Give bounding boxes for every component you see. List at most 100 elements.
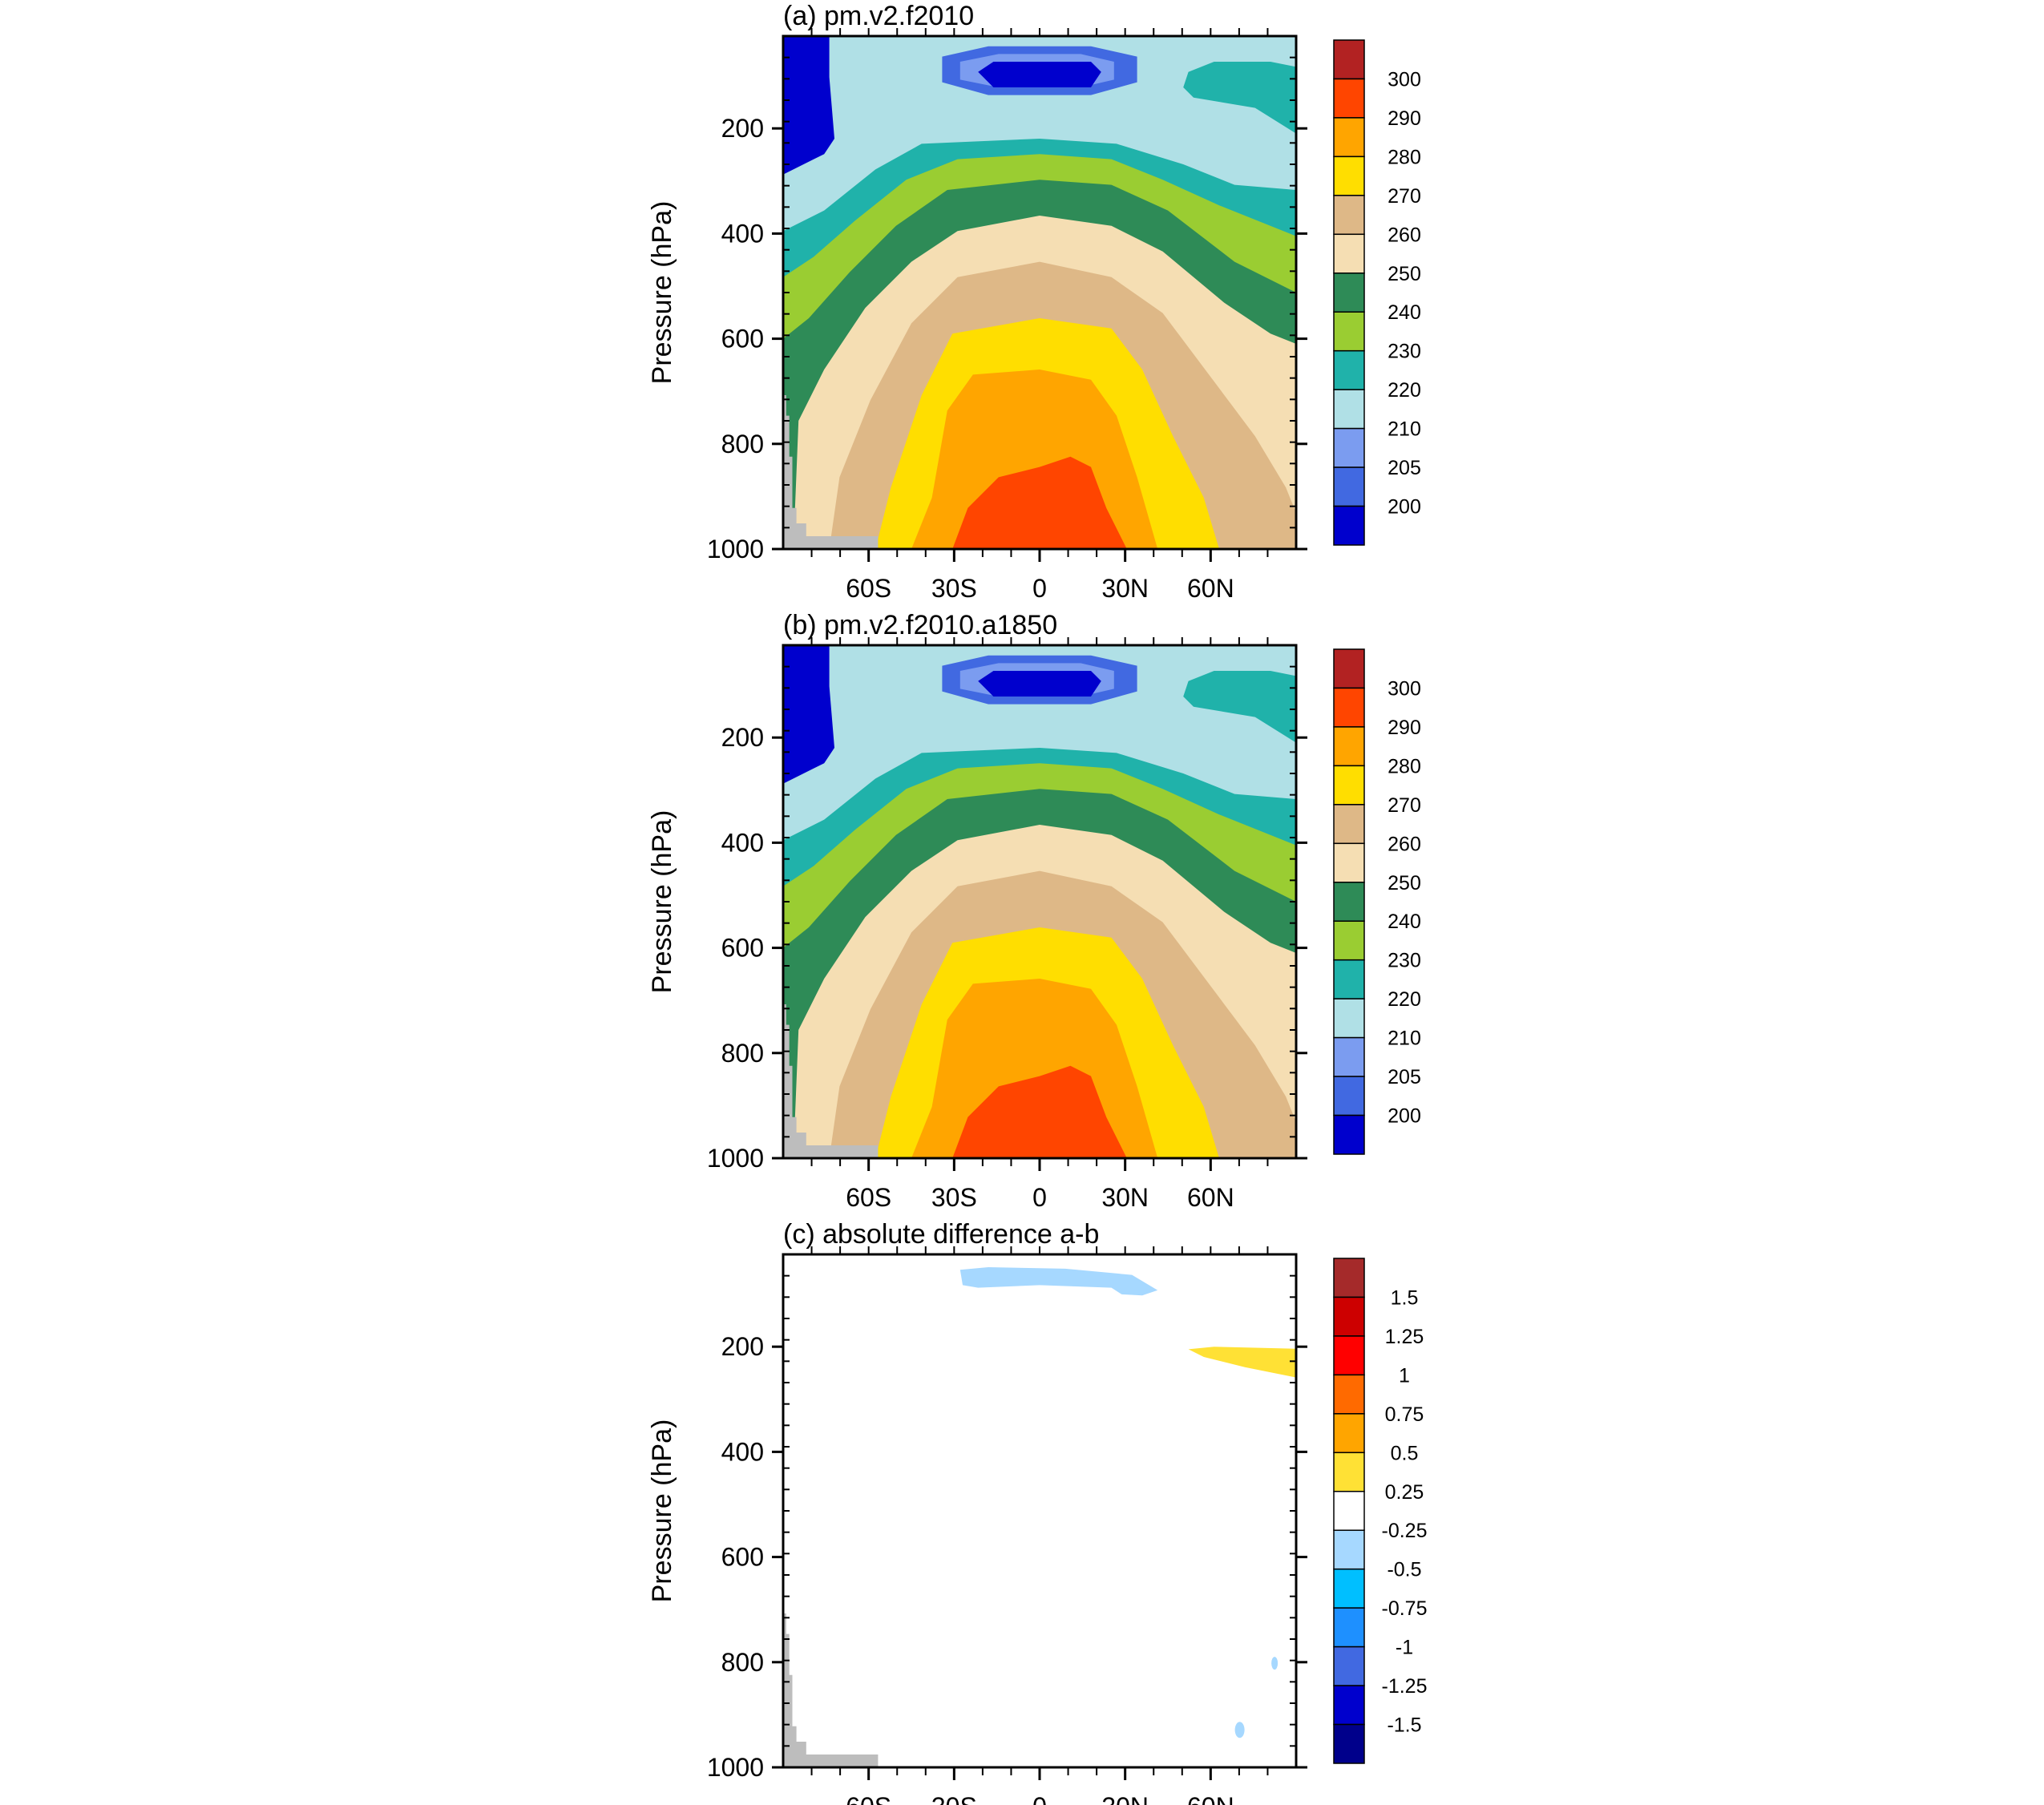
- colorbar-label: 270: [1388, 185, 1421, 208]
- panel-a: 200 400 600 800 1000 60S 30S 0 30N 60N (a) pm.v2.f…: [647, 1, 1307, 603]
- panel-title: (b) pm.v2.f2010.a1850: [783, 610, 1057, 640]
- colorbar-swatch: [1333, 1335, 1365, 1376]
- colorbar-swatch: [1333, 1607, 1365, 1648]
- colorbar-swatch: [1333, 505, 1365, 546]
- x-tick-label: 0: [1032, 574, 1047, 603]
- y-tick-label: 200: [721, 723, 764, 752]
- x-tick-label: 60N: [1187, 1792, 1234, 1805]
- colorbar-swatch: [1333, 1296, 1365, 1337]
- y-tick-label: 800: [721, 430, 764, 458]
- contour-upper-cold-pole-band: [783, 645, 834, 784]
- y-axis-label: Pressure (hPa): [647, 1419, 677, 1603]
- colorbar-swatch: [1333, 1452, 1365, 1492]
- contour-band-220-arctic: [1183, 62, 1296, 134]
- colorbar-label: 1.25: [1385, 1326, 1424, 1348]
- colorbar-label: 205: [1388, 1066, 1421, 1088]
- y-axis-label: Pressure (hPa): [647, 201, 677, 385]
- colorbar-swatch: [1333, 1258, 1365, 1298]
- colorbar-label: 0.5: [1391, 1442, 1419, 1464]
- x-tick-label: 30N: [1101, 1183, 1149, 1212]
- colorbar-label: 200: [1388, 1105, 1421, 1128]
- colorbar-label: 200: [1388, 496, 1421, 519]
- colorbar-swatch: [1333, 648, 1365, 689]
- colorbar-swatch: [1333, 1529, 1365, 1570]
- contour-band-290: [952, 1065, 1127, 1158]
- colorbar-label: 250: [1388, 263, 1421, 285]
- colorbar-label: 290: [1388, 717, 1421, 739]
- y-tick-label: 1000: [707, 1144, 764, 1173]
- y-tick-label: 600: [721, 934, 764, 963]
- x-tick-label: 60N: [1187, 1183, 1234, 1212]
- contour-negative-upper: [959, 1267, 1158, 1296]
- colorbar-label: -1.5: [1387, 1714, 1421, 1737]
- y-tick-label: 400: [721, 219, 764, 248]
- colorbar-label: 230: [1388, 950, 1421, 972]
- colorbar-label: 210: [1388, 418, 1421, 441]
- panel-title: (c) absolute difference a-b: [783, 1219, 1099, 1250]
- colorbar-swatch: [1333, 195, 1365, 236]
- y-tick-label: 200: [721, 114, 764, 143]
- x-tick-label: 30S: [931, 1183, 977, 1212]
- colorbar-swatch: [1333, 920, 1365, 961]
- x-tick-label: 30N: [1101, 574, 1149, 603]
- colorbar-label: 250: [1388, 872, 1421, 894]
- contour-band-290: [952, 456, 1127, 549]
- colorbar-swatch: [1333, 687, 1365, 728]
- colorbar-swatch: [1333, 311, 1365, 352]
- contour-upper-cold-pole-band: [783, 36, 834, 175]
- contour-negative-spot: [1234, 1722, 1245, 1738]
- colorbar-swatch: [1333, 233, 1365, 274]
- colorbar-swatch: [1333, 427, 1365, 468]
- contour-band-200-tropopause: [978, 62, 1101, 87]
- colorbar-label: 205: [1388, 457, 1421, 479]
- panel-title: (a) pm.v2.f2010: [783, 1, 974, 31]
- y-tick-label: 400: [721, 1437, 764, 1466]
- colorbar-swatch: [1333, 155, 1365, 196]
- y-tick-label: 1000: [707, 1753, 764, 1782]
- y-tick-label: 600: [721, 1543, 764, 1572]
- colorbar-swatch: [1333, 1491, 1365, 1531]
- contour-negative-spot: [1271, 1657, 1279, 1670]
- colorbar-label: 0.25: [1385, 1481, 1424, 1504]
- colorbar-label: 0.75: [1385, 1403, 1424, 1426]
- colorbar-swatch: [1333, 117, 1365, 158]
- colorbar-label: 240: [1388, 911, 1421, 933]
- colorbar-label: 1.5: [1391, 1286, 1419, 1309]
- colorbar-swatch: [1333, 1568, 1365, 1609]
- colorbar-swatch: [1333, 1723, 1365, 1764]
- colorbar-label: -0.25: [1382, 1520, 1428, 1542]
- colorbar-label: 220: [1388, 988, 1421, 1011]
- x-tick-label: 30N: [1101, 1792, 1149, 1805]
- colorbar-swatch: [1333, 726, 1365, 767]
- colorbar-label: 280: [1388, 755, 1421, 777]
- colorbar-swatch: [1333, 349, 1365, 390]
- colorbar-swatch: [1333, 765, 1365, 806]
- contour-positive-arctic: [1188, 1347, 1296, 1378]
- contour-band-200-tropopause: [978, 671, 1101, 697]
- colorbar-swatch: [1333, 1036, 1365, 1077]
- y-tick-label: 800: [721, 1039, 764, 1068]
- colorbar-swatch: [1333, 39, 1365, 80]
- colorbar-label: -0.5: [1387, 1559, 1421, 1581]
- colorbar-label: 210: [1388, 1028, 1421, 1050]
- y-axis-label: Pressure (hPa): [647, 810, 677, 994]
- colorbar-label: 290: [1388, 107, 1421, 130]
- colorbar-swatch: [1333, 1685, 1365, 1726]
- y-tick-label: 1000: [707, 535, 764, 563]
- terrain-mask: [783, 1004, 879, 1158]
- colorbar-label: -0.75: [1382, 1597, 1428, 1620]
- y-tick-label: 200: [721, 1332, 764, 1361]
- colorbar-swatch: [1333, 78, 1365, 119]
- plot-area: [783, 1254, 1296, 1767]
- x-tick-label: 0: [1032, 1183, 1047, 1212]
- x-tick-label: 60S: [846, 574, 891, 603]
- terrain-mask: [783, 1613, 879, 1767]
- colorbar-swatch: [1333, 842, 1365, 883]
- colorbar-swatch: [1333, 959, 1365, 999]
- x-tick-label: 60N: [1187, 574, 1234, 603]
- x-tick-label: 30S: [931, 1792, 977, 1805]
- x-tick-label: 60S: [846, 1792, 891, 1805]
- contour-band-220-arctic: [1183, 671, 1296, 743]
- colorbar-swatch: [1333, 389, 1365, 430]
- colorbar-label: -1.25: [1382, 1675, 1428, 1698]
